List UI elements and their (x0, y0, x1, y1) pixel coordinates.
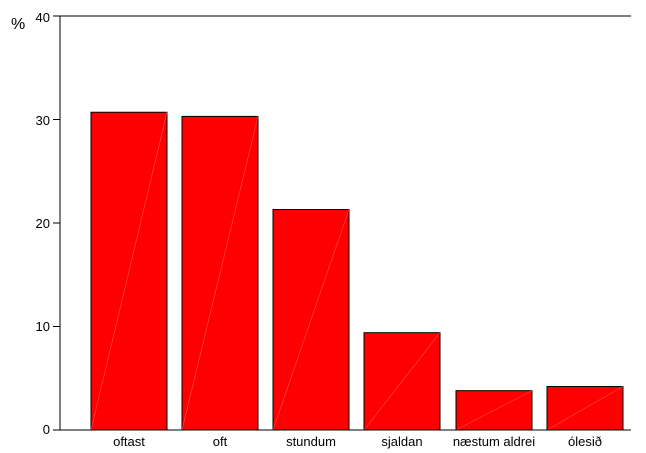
bar-diagonal (546, 386, 624, 431)
y-tick-labels: 40 30 20 10 0 (36, 10, 50, 437)
x-tick-label: ólesið (568, 434, 602, 449)
y-tick-label: 20 (36, 216, 50, 231)
y-ticks (53, 15, 60, 431)
y-tick-label: 10 (36, 319, 50, 334)
bar-diagonal (272, 209, 350, 431)
bar-diagonal (455, 390, 533, 431)
bars (90, 111, 624, 431)
bar-diagonal (363, 332, 441, 431)
y-tick-label: 40 (36, 10, 50, 25)
x-tick-label: næstum aldrei (453, 434, 535, 449)
bar-diagonal (90, 112, 168, 431)
bar-diagonal (181, 116, 259, 431)
y-axis-label: % (11, 16, 25, 33)
x-tick-label: oftast (113, 434, 145, 449)
x-tick-label: oft (213, 434, 228, 449)
y-tick-label: 30 (36, 113, 50, 128)
x-tick-labels: oftast oft stundum sjaldan næstum aldrei… (113, 434, 602, 449)
x-tick-label: stundum (286, 434, 336, 449)
y-tick-label: 0 (43, 422, 50, 437)
x-tick-label: sjaldan (381, 434, 422, 449)
